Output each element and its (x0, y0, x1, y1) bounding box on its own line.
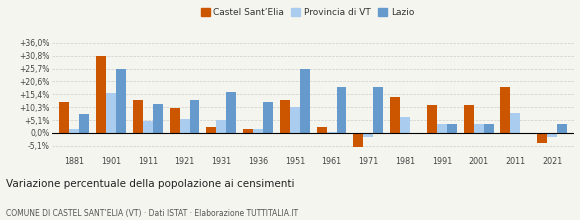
Bar (353, 133, 364, 147)
Bar (290, 107, 300, 133)
Text: COMUNE DI CASTEL SANT’ELIA (VT) · Dati ISTAT · Elaborazione TUTTITALIA.IT: COMUNE DI CASTEL SANT’ELIA (VT) · Dati I… (6, 209, 298, 218)
Bar (263, 102, 273, 133)
Bar (464, 105, 474, 133)
Bar (59, 102, 69, 133)
Text: Variazione percentuale della popolazione ai censimenti: Variazione percentuale della popolazione… (6, 179, 294, 189)
Bar (153, 104, 162, 133)
Bar (374, 87, 383, 133)
Bar (427, 105, 437, 133)
Bar (327, 132, 336, 133)
Bar (537, 133, 547, 143)
Bar (447, 124, 457, 133)
Bar (243, 129, 253, 133)
Bar (180, 119, 190, 133)
Bar (190, 100, 200, 133)
Bar (336, 87, 346, 133)
Bar (69, 129, 79, 133)
Bar (253, 129, 263, 133)
Bar (557, 124, 567, 133)
Bar (79, 114, 89, 133)
Bar (390, 97, 400, 133)
Bar (216, 120, 226, 133)
Bar (96, 56, 106, 133)
Bar (547, 133, 557, 137)
Bar (484, 124, 494, 133)
Bar (116, 69, 126, 133)
Bar (474, 124, 484, 133)
Bar (400, 117, 410, 133)
Bar (280, 100, 290, 133)
Bar (226, 92, 236, 133)
Bar (437, 124, 447, 133)
Bar (364, 133, 374, 137)
Bar (501, 87, 510, 133)
Bar (300, 69, 310, 133)
Bar (133, 100, 143, 133)
Bar (143, 121, 153, 133)
Bar (106, 93, 116, 133)
Bar (510, 113, 520, 133)
Bar (169, 108, 180, 133)
Bar (317, 126, 327, 133)
Bar (206, 127, 216, 133)
Legend: Castel Sant’Elia, Provincia di VT, Lazio: Castel Sant’Elia, Provincia di VT, Lazio (197, 5, 418, 21)
